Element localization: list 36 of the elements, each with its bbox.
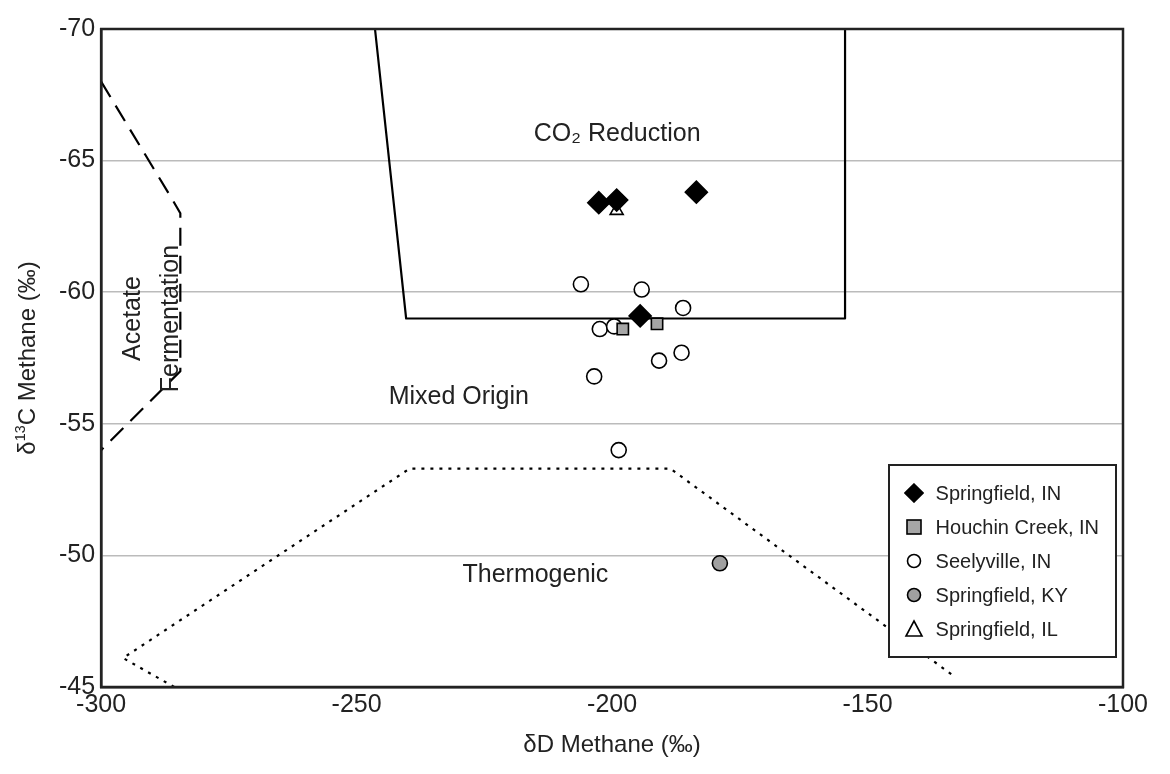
point [610,441,628,459]
point [628,304,652,328]
y-tick-label: -65 [58,144,96,173]
point [572,276,590,293]
point [586,190,611,215]
point [633,281,650,298]
point [650,317,664,331]
point [604,188,629,212]
legend-label: Springfield, KY [935,583,1068,607]
point [585,368,603,385]
x-tick-label: -200 [587,688,638,717]
point [684,180,709,204]
point [711,555,729,572]
legend-label: Springfield, IN [935,481,1062,505]
point [591,320,609,338]
line-series [101,80,182,452]
legend-label: Seelyville, IN [935,549,1052,573]
point [616,322,630,336]
y-tick-label: -60 [58,276,96,305]
y-tick-label: -55 [58,407,96,436]
y-tick-label: -70 [58,12,96,41]
x-tick-label: -100 [1097,688,1149,717]
y-tick-label: -50 [58,539,96,568]
point [674,299,692,317]
annotation: Acetate Fermentation [117,244,184,393]
legend-label: Springfield, IL [935,617,1058,641]
point [650,352,668,369]
x-axis-title: δD Methane (‰) [523,729,701,757]
y-axis-title: δ13C Methane (‰) [11,261,40,455]
legend-label: Houchin Creek, IN [935,515,1099,539]
point [673,344,690,362]
annotation: Mixed Origin [388,381,529,410]
x-tick-label: -250 [331,688,382,717]
annotation: CO₂ Reduction [533,118,701,147]
annotation: Thermogenic [462,559,609,588]
x-tick-label: -150 [842,688,893,717]
